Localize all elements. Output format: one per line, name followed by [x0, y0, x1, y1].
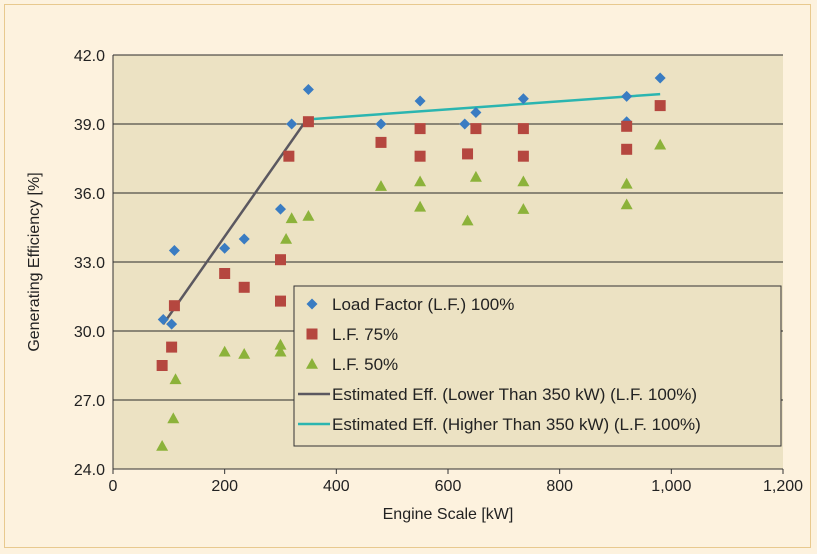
point-square	[517, 123, 529, 135]
point-diamond	[168, 245, 180, 256]
point-square	[375, 136, 387, 148]
point-square	[414, 123, 426, 135]
point-triangle	[238, 348, 251, 359]
point-diamond	[621, 90, 633, 102]
x-tick-label: 0	[109, 478, 118, 495]
x-tick-label: 1,000	[651, 478, 691, 495]
point-triangle	[461, 214, 474, 226]
y-axis-label: Generating Efficiency [%]	[26, 172, 43, 351]
point-square	[219, 268, 231, 279]
point-triangle	[620, 177, 633, 189]
point-square	[621, 120, 633, 132]
legend-label: Estimated Eff. (Higher Than 350 kW) (L.F…	[332, 415, 701, 434]
point-diamond	[654, 72, 666, 84]
y-tick-label: 30.0	[74, 324, 105, 341]
point-square	[414, 150, 426, 162]
y-tick-label: 27.0	[74, 393, 105, 410]
figure-frame: 24.0 27.0 30.0 33.0 36.0 39.0 42.0 0 200 400 600 80…	[4, 4, 811, 548]
point-square	[238, 281, 250, 293]
y-tick-label: 39.0	[74, 117, 105, 134]
point-triangle	[280, 233, 293, 244]
data-points	[156, 72, 667, 451]
point-diamond	[238, 233, 250, 245]
legend-label: L.F. 75%	[332, 325, 398, 344]
point-square	[517, 150, 529, 162]
point-diamond	[459, 118, 471, 130]
point-triangle	[375, 180, 387, 191]
point-square	[302, 116, 314, 128]
y-tick-label: 42.0	[74, 48, 105, 65]
point-square	[462, 148, 474, 160]
legend-label: L.F. 50%	[332, 355, 398, 374]
point-diamond	[275, 203, 286, 215]
legend-swatch-square	[306, 328, 318, 340]
x-tick-label: 200	[211, 478, 238, 495]
point-triangle	[274, 338, 287, 350]
legend-box	[293, 285, 782, 447]
point-square	[156, 360, 168, 371]
point-diamond	[470, 107, 482, 118]
point-diamond	[157, 314, 169, 325]
point-triangle	[469, 170, 482, 182]
estimate-line-2	[308, 92, 661, 121]
point-diamond	[517, 93, 529, 105]
legend-label: Load Factor (L.F.) 100%	[332, 295, 514, 314]
point-square	[654, 100, 666, 112]
point-triangle	[302, 210, 315, 221]
x-tick-label: 1,200	[763, 478, 803, 495]
point-diamond	[375, 118, 387, 130]
point-square	[470, 123, 482, 135]
x-tick-label: 400	[323, 478, 350, 495]
y-tick-label: 33.0	[74, 255, 105, 272]
point-diamond	[302, 84, 314, 95]
point-triangle	[285, 212, 298, 224]
legend-swatch-diamond	[306, 298, 318, 310]
point-triangle	[414, 175, 427, 187]
legend-swatch-triangle	[306, 358, 318, 369]
x-tick-label: 600	[435, 478, 462, 495]
point-diamond	[219, 242, 231, 254]
point-triangle	[620, 198, 633, 210]
point-triangle	[274, 345, 287, 357]
y-tick-label: 24.0	[74, 462, 105, 479]
point-square	[283, 150, 295, 162]
point-triangle	[218, 345, 231, 357]
point-square	[166, 341, 178, 353]
point-square	[168, 300, 180, 312]
point-diamond	[286, 118, 298, 130]
point-square	[275, 254, 286, 266]
point-triangle	[414, 200, 427, 212]
point-square	[275, 295, 286, 307]
tick-labels: 24.0 27.0 30.0 33.0 36.0 39.0 42.0 0 200 400 600 80…	[74, 48, 803, 495]
point-triangle	[654, 138, 667, 150]
y-tick-label: 36.0	[74, 186, 105, 203]
point-triangle	[167, 412, 180, 424]
point-triangle	[517, 175, 530, 187]
point-square	[621, 143, 633, 155]
point-diamond	[414, 95, 426, 107]
point-triangle	[169, 373, 182, 385]
legend-label: Estimated Eff. (Lower Than 350 kW) (L.F.…	[332, 385, 697, 404]
legend: Load Factor (L.F.) 100% L.F. 75% L.F. 50% E…	[293, 285, 782, 447]
point-triangle	[517, 203, 530, 214]
x-tick-label: 800	[546, 478, 573, 495]
point-triangle	[156, 440, 169, 451]
x-axis-label: Engine Scale [kW]	[383, 506, 514, 523]
efficiency-chart: 24.0 27.0 30.0 33.0 36.0 39.0 42.0 0 200 400 600 80…	[26, 48, 803, 523]
point-diamond	[166, 318, 178, 330]
